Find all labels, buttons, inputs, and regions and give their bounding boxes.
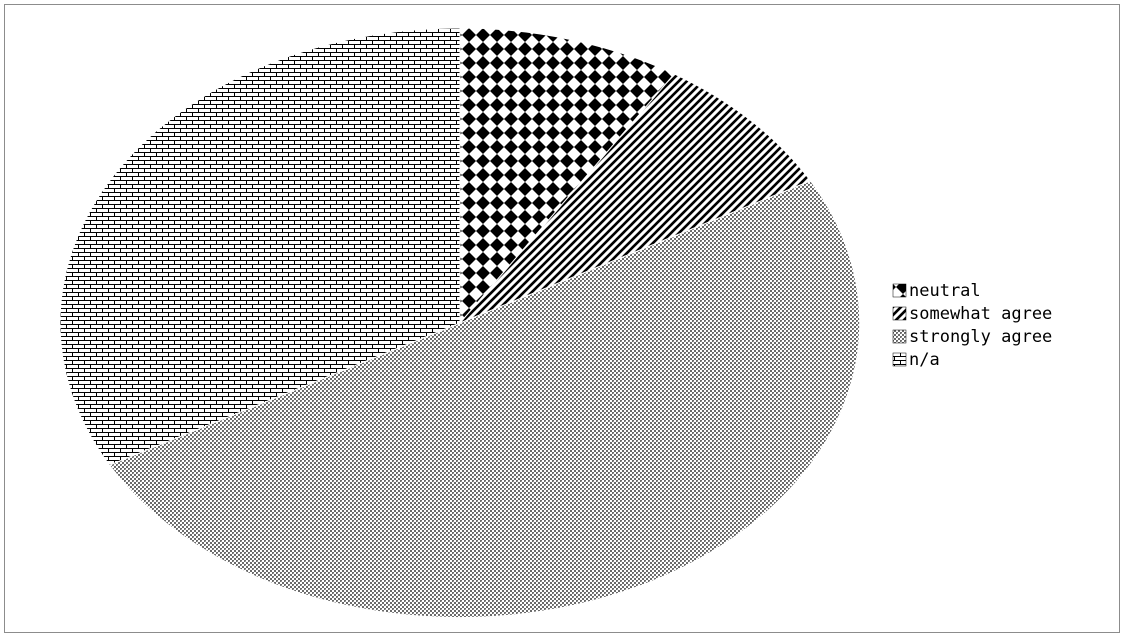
legend-label-n-a: n/a — [909, 350, 940, 370]
legend-label-strongly-agree: strongly agree — [909, 327, 1052, 347]
legend-swatch-n-a — [892, 352, 907, 367]
legend-label-neutral: neutral — [909, 281, 981, 301]
pie-slice-somewhat-agree — [459, 73, 812, 324]
pie-slice-strongly-agree — [108, 180, 861, 619]
pie-slice-neutral — [459, 27, 676, 325]
legend-swatch-strongly-agree — [892, 329, 907, 344]
pie-slice-n-a — [59, 27, 461, 466]
legend-label-somewhat-agree: somewhat agree — [909, 304, 1052, 324]
legend-swatch-somewhat-agree — [892, 306, 907, 321]
legend-swatch-neutral — [892, 283, 907, 298]
